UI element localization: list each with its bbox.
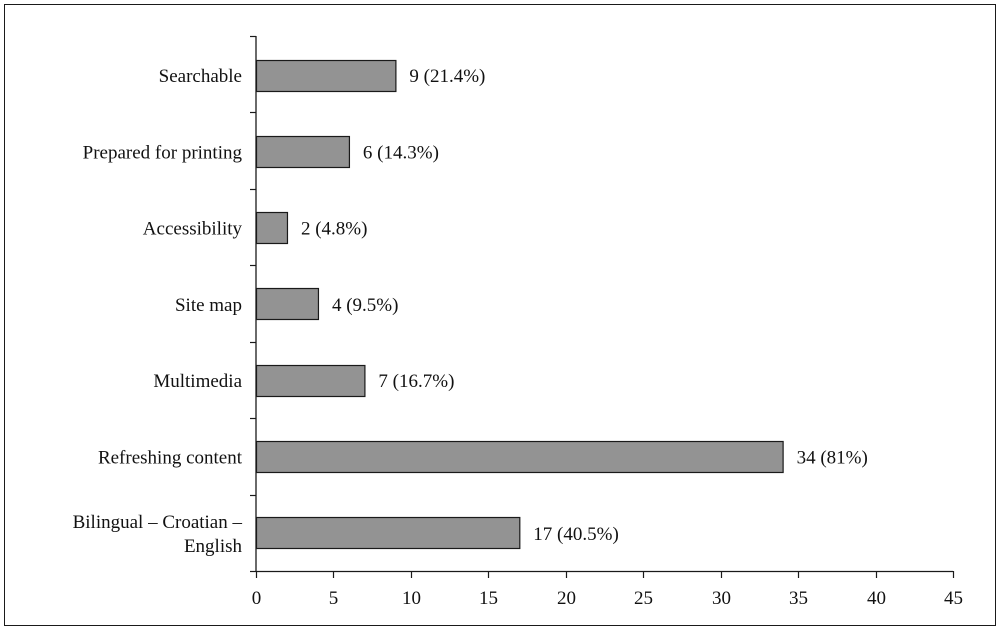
bar [255,364,366,398]
category-label: Accessibility [143,219,243,240]
category-label-line: Searchable [159,66,242,87]
category-label: Refreshing content [98,448,243,469]
category-label-line: Prepared for printing [83,142,243,163]
data-label: 6 (14.3%) [363,142,439,163]
x-tick-label: 20 [557,588,576,609]
category-label: Multimedia [153,371,242,392]
data-label: 4 (9.5%) [332,295,398,316]
category-label-line: Site map [175,295,242,316]
data-label: 7 (16.7%) [378,371,454,392]
x-tick-label: 30 [712,588,731,609]
data-label: 34 (81%) [797,448,868,469]
data-label: 17 (40.5%) [533,524,618,545]
x-tick-label: 35 [789,588,808,609]
category-label: Searchable [159,66,242,87]
x-tick-label: 40 [867,588,886,609]
bar [255,211,289,245]
category-label: Bilingual – Croatian – English [73,512,243,557]
category-label-line: English [184,536,243,557]
category-label-line: Refreshing content [98,448,243,469]
category-label-line: Accessibility [143,219,243,240]
x-tick-label: 0 [252,588,262,609]
data-label: 9 (21.4%) [409,66,485,87]
x-tick-label: 15 [479,588,498,609]
x-tick-label: 45 [944,588,963,609]
category-label: Site map [175,295,242,316]
bar [255,287,320,321]
bar [255,59,397,93]
data-label: 2 (4.8%) [301,219,367,240]
bar [255,516,521,550]
category-label-line: Bilingual – Croatian – [73,512,243,533]
x-tick-label: 25 [634,588,653,609]
x-tick-label: 5 [329,588,339,609]
x-tick-label: 10 [402,588,421,609]
category-label: Prepared for printing [83,142,243,163]
category-label-line: Multimedia [153,371,242,392]
bar [255,440,784,474]
bar [255,135,351,169]
